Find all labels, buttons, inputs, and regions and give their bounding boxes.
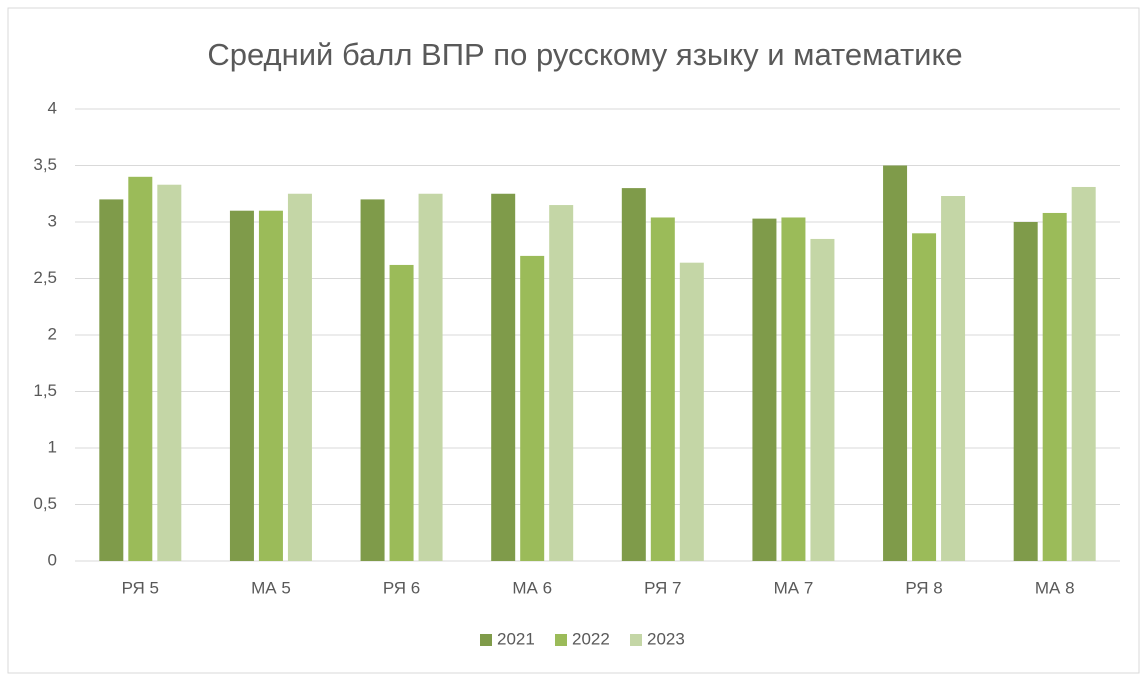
bar: [418, 193, 443, 561]
y-tick-label: 1,5: [33, 381, 57, 400]
bar: [491, 193, 516, 561]
bar: [679, 262, 704, 561]
x-tick-label: РЯ 6: [383, 578, 420, 597]
bar: [1013, 222, 1038, 561]
legend-swatch: [480, 634, 492, 646]
x-tick-label: МА 6: [512, 578, 552, 597]
bar: [912, 233, 937, 562]
bar: [621, 188, 646, 561]
chart-title: Средний балл ВПР по русскому языку и мат…: [207, 37, 962, 72]
bar: [520, 255, 545, 561]
bar: [883, 165, 908, 561]
bar: [752, 218, 777, 562]
y-tick-label: 1: [48, 437, 57, 456]
bar: [287, 193, 312, 561]
bar: [549, 205, 574, 562]
x-tick-label: МА 8: [1035, 578, 1075, 597]
bar: [650, 217, 675, 562]
legend-label: 2022: [572, 629, 610, 648]
legend-label: 2023: [647, 629, 685, 648]
bar: [1042, 212, 1067, 561]
bar: [229, 210, 254, 561]
legend-label: 2021: [497, 629, 535, 648]
x-tick-label: МА 7: [774, 578, 814, 597]
bar: [781, 217, 806, 562]
bar: [128, 176, 153, 562]
y-tick-label: 4: [48, 98, 57, 117]
x-tick-label: МА 5: [251, 578, 291, 597]
bar: [941, 196, 966, 561]
x-tick-label: РЯ 8: [905, 578, 942, 597]
bar: [389, 264, 414, 561]
bar: [1071, 186, 1096, 561]
y-tick-label: 3,5: [33, 155, 57, 174]
bar: [810, 238, 835, 561]
legend-swatch: [555, 634, 567, 646]
bar: [157, 184, 182, 561]
bar: [258, 210, 283, 561]
y-tick-label: 2,5: [33, 268, 57, 287]
y-tick-label: 0: [48, 550, 57, 569]
y-tick-label: 3: [48, 211, 57, 230]
legend-swatch: [630, 634, 642, 646]
bar: [360, 199, 385, 561]
y-tick-label: 0,5: [33, 494, 57, 513]
x-tick-label: РЯ 5: [122, 578, 159, 597]
y-tick-label: 2: [48, 324, 57, 343]
x-tick-label: РЯ 7: [644, 578, 681, 597]
bar: [99, 199, 124, 561]
